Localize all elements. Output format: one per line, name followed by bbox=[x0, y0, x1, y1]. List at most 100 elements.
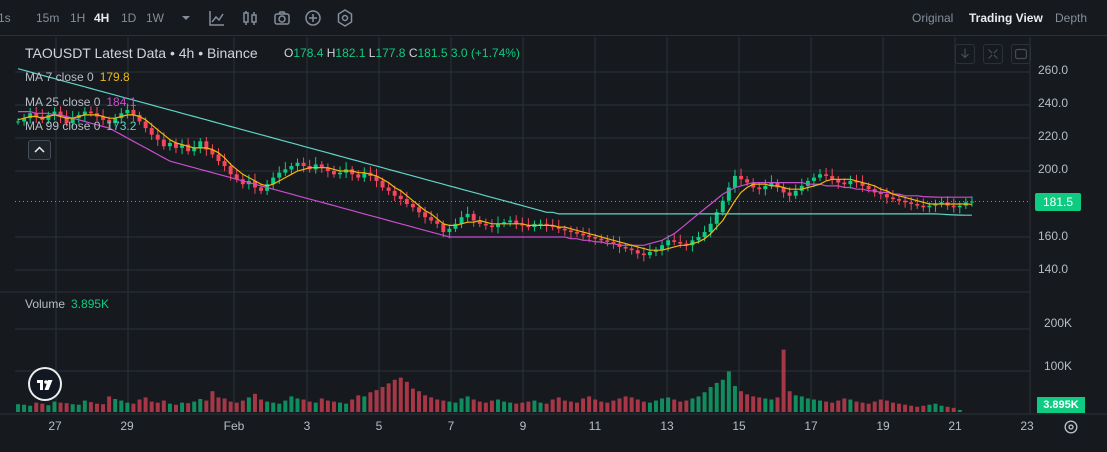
volume-bar bbox=[95, 403, 99, 412]
low-value: 177.8 bbox=[375, 46, 406, 60]
candle-body bbox=[836, 179, 841, 183]
candle-body bbox=[793, 190, 798, 196]
volume-bar bbox=[811, 399, 816, 412]
candle-body bbox=[186, 144, 191, 152]
volume-bar bbox=[787, 391, 792, 412]
window-icon[interactable] bbox=[1011, 44, 1031, 64]
volume-bar bbox=[259, 399, 264, 412]
candle-body bbox=[131, 109, 136, 115]
volume-bar bbox=[410, 388, 415, 412]
candle-body bbox=[22, 118, 27, 122]
volume-bar bbox=[890, 402, 895, 412]
candle-body bbox=[398, 195, 403, 200]
candle-body bbox=[799, 185, 804, 191]
volume-bar bbox=[526, 401, 531, 412]
volume-bar bbox=[635, 399, 640, 412]
timeframe-1d[interactable]: 1D bbox=[121, 11, 137, 25]
ma25-legend[interactable]: MA 25 close 0 184.1 bbox=[25, 95, 136, 109]
candle-body bbox=[520, 223, 525, 226]
ma99-line bbox=[17, 68, 972, 216]
price-tick: 140.0 bbox=[1038, 262, 1069, 276]
collapse-legend-button[interactable] bbox=[28, 140, 51, 160]
volume-bar bbox=[739, 391, 744, 412]
volume-bar bbox=[672, 399, 677, 412]
volume-bar bbox=[684, 400, 689, 412]
candle-body bbox=[404, 199, 409, 204]
volume-bar bbox=[64, 403, 69, 412]
view-depth[interactable]: Depth bbox=[1055, 11, 1088, 25]
volume-bar bbox=[471, 399, 476, 412]
candle-body bbox=[957, 205, 962, 208]
timeframe-4h[interactable]: 4H bbox=[94, 11, 110, 25]
candle-body bbox=[623, 246, 628, 249]
price-chart[interactable] bbox=[0, 37, 1107, 452]
candle-body bbox=[174, 142, 178, 148]
indicators-icon[interactable] bbox=[207, 8, 227, 28]
candle-body bbox=[259, 187, 264, 191]
chart-settings-icon[interactable] bbox=[1062, 418, 1080, 436]
candle-body bbox=[824, 174, 829, 176]
timeframe-1s[interactable]: 1s bbox=[0, 11, 11, 25]
volume-bar bbox=[161, 400, 166, 412]
candle-body bbox=[915, 204, 920, 206]
volume-bar bbox=[805, 398, 810, 412]
settings-icon[interactable] bbox=[335, 8, 355, 28]
date-tick: 23 bbox=[1020, 419, 1034, 433]
date-tick: 17 bbox=[804, 419, 818, 433]
fullscreen-icon[interactable] bbox=[983, 44, 1003, 64]
volume-bar bbox=[726, 371, 731, 412]
download-icon[interactable] bbox=[955, 44, 975, 64]
volume-bar bbox=[690, 398, 695, 412]
chart-type-icon[interactable] bbox=[240, 8, 260, 28]
candle-body bbox=[137, 114, 142, 122]
candle-body bbox=[386, 187, 391, 191]
timeframe-1w[interactable]: 1W bbox=[146, 11, 164, 25]
chevron-down-icon[interactable] bbox=[176, 8, 196, 28]
volume-bar bbox=[174, 404, 178, 412]
ma99-legend[interactable]: MA 99 close 0 173.2 bbox=[25, 119, 136, 133]
candle-body bbox=[70, 118, 75, 124]
view-original[interactable]: Original bbox=[912, 11, 954, 25]
candle-body bbox=[811, 177, 816, 181]
candlesticks bbox=[16, 102, 974, 262]
candle-body bbox=[568, 230, 573, 233]
volume-bar bbox=[374, 390, 379, 412]
volume-bar bbox=[599, 401, 604, 412]
timeframe-1h[interactable]: 1H bbox=[70, 11, 86, 25]
ma7-legend[interactable]: MA 7 close 0 179.8 bbox=[25, 70, 130, 84]
volume-bar bbox=[271, 402, 276, 412]
low-label: L bbox=[368, 46, 376, 60]
volume-bar bbox=[678, 401, 683, 412]
date-tick: 9 bbox=[519, 419, 527, 433]
candle-body bbox=[787, 192, 792, 196]
toolbar: 1s 15m 1H 4H 1D 1W Original Trading View… bbox=[0, 0, 1107, 36]
candle-body bbox=[684, 243, 689, 246]
volume-bar bbox=[307, 401, 312, 412]
tradingview-logo[interactable] bbox=[28, 367, 62, 401]
candle-body bbox=[52, 111, 57, 115]
candle-body bbox=[198, 141, 203, 148]
candle-body bbox=[210, 149, 215, 155]
candle-body bbox=[338, 172, 342, 175]
timeframe-15m[interactable]: 15m bbox=[36, 11, 60, 25]
candle-body bbox=[672, 240, 677, 242]
volume-bar bbox=[696, 396, 701, 412]
camera-icon[interactable] bbox=[272, 8, 292, 28]
volume-bar bbox=[939, 405, 944, 412]
volume-bar bbox=[180, 402, 185, 412]
volume-bar bbox=[623, 396, 628, 412]
candle-body bbox=[647, 251, 652, 256]
add-icon[interactable] bbox=[303, 8, 323, 28]
candle-body bbox=[16, 121, 20, 123]
candle-body bbox=[550, 225, 555, 228]
volume-bar bbox=[909, 405, 914, 412]
candle-body bbox=[58, 111, 63, 117]
date-tick: 7 bbox=[447, 419, 455, 433]
ma7-value: 179.8 bbox=[99, 70, 130, 84]
candle-body bbox=[538, 223, 543, 225]
view-trading-view[interactable]: Trading View bbox=[969, 11, 1043, 25]
candle-body bbox=[465, 213, 470, 218]
volume-bar bbox=[842, 398, 847, 412]
candle-body bbox=[556, 227, 561, 229]
high-value: 182.1 bbox=[335, 46, 366, 60]
